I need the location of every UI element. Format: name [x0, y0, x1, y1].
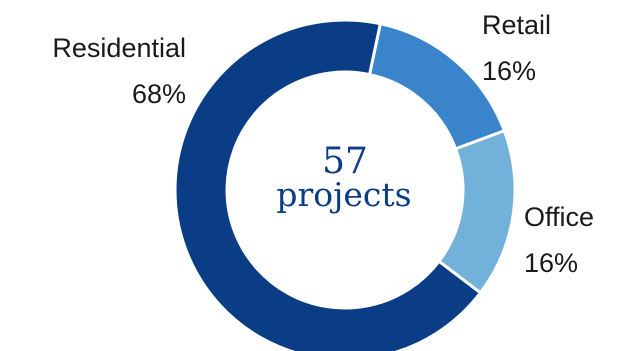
center-value: 57	[322, 141, 368, 182]
label-residential-value: 68%	[132, 79, 186, 109]
label-retail-value: 16%	[482, 56, 536, 86]
label-office-value: 16%	[524, 248, 578, 278]
slice-retail	[367, 21, 507, 151]
center-unit: projects	[276, 175, 411, 214]
slice-residential	[173, 18, 483, 351]
label-residential-name: Residential	[52, 33, 186, 63]
donut-slices	[173, 18, 517, 351]
label-office-name: Office	[524, 202, 594, 232]
label-retail-name: Retail	[482, 10, 551, 40]
